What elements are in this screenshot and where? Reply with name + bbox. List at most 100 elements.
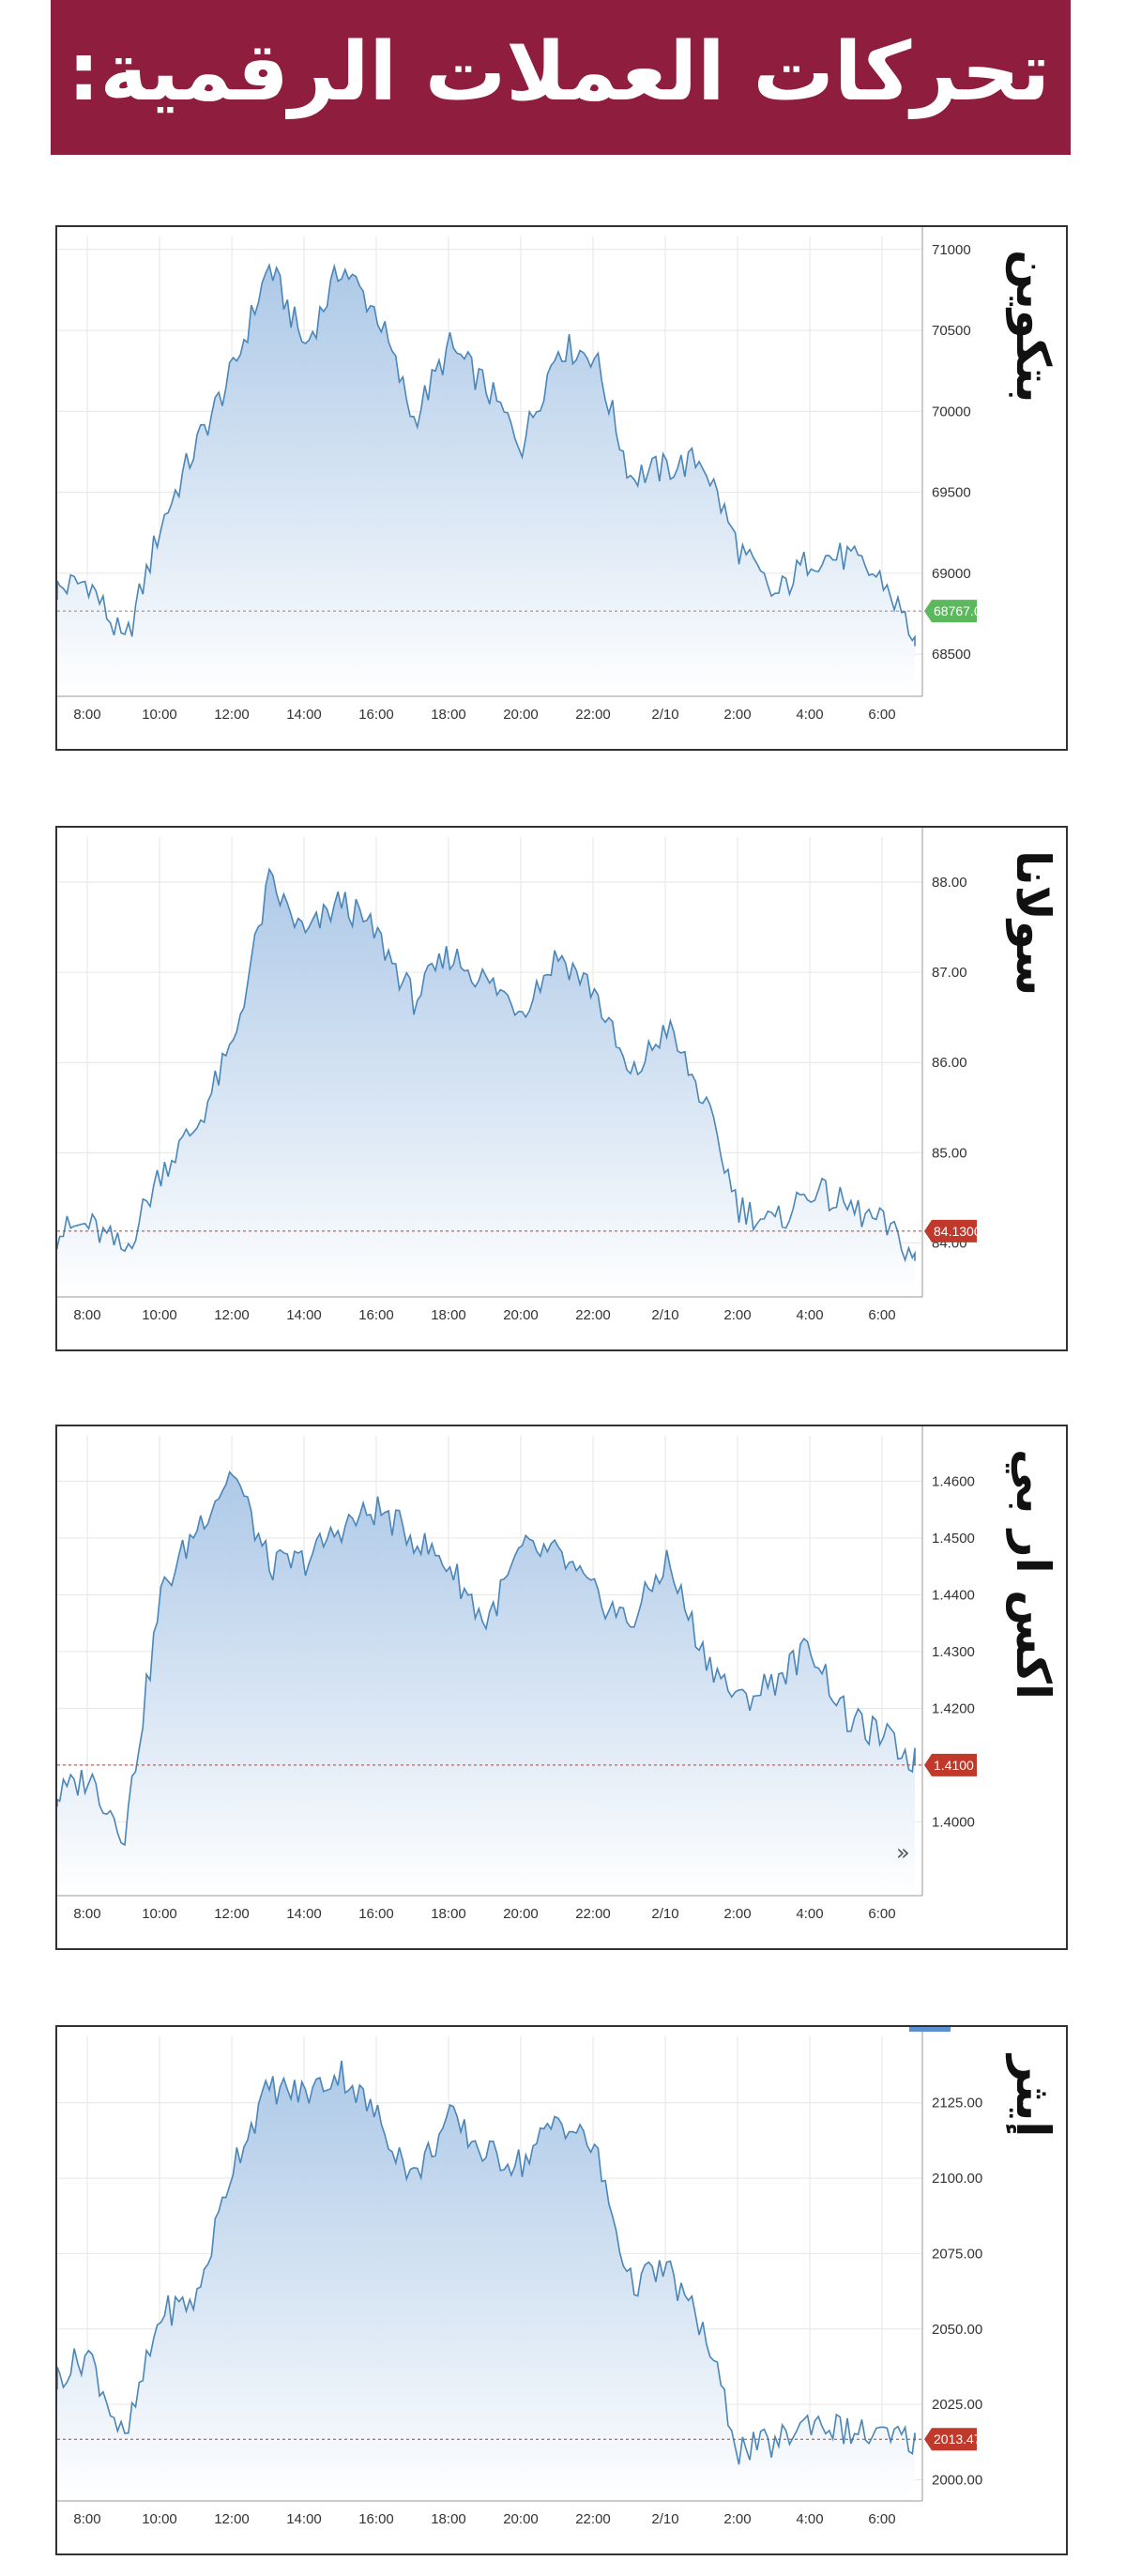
y-tick-label: 69000	[932, 566, 971, 582]
x-tick-label: 20:00	[503, 1906, 539, 1922]
x-tick-label: 18:00	[431, 1307, 466, 1323]
series-line	[57, 1470, 916, 1847]
x-tick-label: 2/10	[651, 1307, 678, 1323]
x-tick-label: 6:00	[868, 1906, 895, 1922]
x-tick-label: 12:00	[214, 707, 250, 723]
x-tick-label: 2:00	[723, 707, 751, 723]
x-tick-label: 10:00	[142, 2511, 177, 2527]
price-badge-shape	[924, 600, 977, 623]
x-tick-label: 4:00	[796, 2511, 823, 2527]
x-tick-label: 2/10	[651, 1906, 678, 1922]
y-tick-label: 87.00	[932, 965, 967, 981]
chart-panel-ether: 2125.00 2100.00 2075.00 2050.00 2025.00 2000.…	[55, 2025, 1068, 2555]
x-tick-label: 16:00	[358, 1307, 394, 1323]
x-tick-label: 10:00	[142, 1906, 177, 1922]
x-tick-label: 18:00	[431, 2511, 466, 2527]
y-tick-label: 88.00	[932, 875, 967, 891]
x-tick-label: 10:00	[142, 707, 177, 723]
page-title: تحركات العملات الرقمية:	[68, 25, 1050, 119]
y-tick-label: 68500	[932, 647, 971, 663]
y-tick-label: 70500	[932, 323, 971, 339]
chart-panel-bitcoin: 71000 70500 70000 69500 69000 68500 8:00 10:00 1…	[55, 225, 1068, 751]
xrp-chart: 1.4600 1.4500 1.4400 1.4300 1.4200 1.4100 1.40…	[57, 1426, 977, 1922]
y-tick-label: 1.4000	[932, 1814, 975, 1830]
area-fill	[57, 2061, 915, 2501]
area-fill	[57, 869, 915, 1297]
x-tick-label: 16:00	[358, 707, 394, 723]
current-price-value: 1.4100	[934, 1758, 974, 1773]
coin-name-ether: إيثر	[1006, 2055, 1060, 2138]
x-tick-label: 4:00	[796, 1906, 823, 1922]
y-tick-label: 2125.00	[932, 2096, 982, 2111]
x-tick-label: 2/10	[651, 707, 678, 723]
x-tick-label: 6:00	[868, 707, 895, 723]
y-tick-label: 2100.00	[932, 2171, 982, 2187]
x-tick-label: 4:00	[796, 1307, 823, 1323]
y-tick-label: 2000.00	[932, 2473, 982, 2489]
x-tick-label: 4:00	[796, 707, 823, 723]
coin-name-xrp: اكس ار بي	[1006, 1449, 1060, 1700]
blue-dash-marker-icon	[909, 2027, 951, 2032]
x-tick-label: 22:00	[575, 707, 611, 723]
series-line	[57, 263, 916, 647]
y-tick-label: 2025.00	[932, 2397, 982, 2413]
x-tick-label: 2:00	[723, 2511, 751, 2527]
coin-name-solana: سولانا	[1006, 850, 1060, 997]
x-tick-label: 22:00	[575, 1307, 611, 1323]
x-tick-label: 20:00	[503, 1307, 539, 1323]
series-line	[57, 867, 916, 1263]
chart-panel-xrp: 1.4600 1.4500 1.4400 1.4300 1.4200 1.4100 1.40…	[55, 1425, 1068, 1950]
x-tick-label: 20:00	[503, 2511, 539, 2527]
coin-name-bitcoin: بتكوين	[1006, 250, 1060, 404]
x-tick-label: 8:00	[73, 1906, 100, 1922]
price-badge-shape	[924, 1753, 977, 1776]
x-tick-label: 22:00	[575, 2511, 611, 2527]
price-badge-shape	[924, 1219, 977, 1242]
x-tick-label: 18:00	[431, 707, 466, 723]
x-tick-label: 16:00	[358, 2511, 394, 2527]
x-tick-label: 20:00	[503, 707, 539, 723]
x-tick-label: 14:00	[286, 2511, 322, 2527]
current-price-value: 84.1300	[934, 1224, 981, 1239]
double-chevron-right-icon[interactable]: »	[896, 1839, 910, 1866]
bitcoin-chart: 71000 70500 70000 69500 69000 68500 8:00 10:00 1…	[57, 227, 989, 723]
x-tick-label: 2/10	[651, 2511, 678, 2527]
x-tick-label: 14:00	[286, 1906, 322, 1922]
x-tick-label: 18:00	[431, 1906, 466, 1922]
x-tick-label: 2:00	[723, 1906, 751, 1922]
x-tick-label: 14:00	[286, 707, 322, 723]
x-tick-label: 6:00	[868, 1307, 895, 1323]
current-price-badge: 1.4100	[924, 1753, 977, 1776]
y-tick-label: 70000	[932, 404, 971, 419]
x-tick-label: 12:00	[214, 1307, 250, 1323]
x-tick-label: 8:00	[73, 1307, 100, 1323]
y-tick-label: 86.00	[932, 1055, 967, 1071]
current-price-value: 68767.00	[934, 603, 989, 618]
x-tick-label: 10:00	[142, 1307, 177, 1323]
y-tick-label: 71000	[932, 242, 971, 258]
x-tick-label: 14:00	[286, 1307, 322, 1323]
x-tick-label: 8:00	[73, 2511, 100, 2527]
price-badge-shape	[924, 2428, 977, 2451]
x-tick-label: 16:00	[358, 1906, 394, 1922]
x-tick-label: 12:00	[214, 1906, 250, 1922]
current-price-badge: 84.1300	[924, 1219, 981, 1242]
x-tick-label: 8:00	[73, 707, 100, 723]
x-tick-label: 6:00	[868, 2511, 895, 2527]
y-tick-label: 1.4300	[932, 1644, 975, 1660]
current-price-value: 2013.47	[934, 2431, 981, 2446]
x-tick-label: 2:00	[723, 1307, 751, 1323]
current-price-badge: 2013.47	[924, 2428, 981, 2451]
x-tick-label: 12:00	[214, 2511, 250, 2527]
series-line	[57, 2060, 916, 2465]
title-banner: تحركات العملات الرقمية:	[51, 0, 1071, 155]
chart-panel-solana: 88.00 87.00 86.00 85.00 84.00 8:00 10:00 12:00 1…	[55, 826, 1068, 1351]
y-tick-label: 1.4200	[932, 1700, 975, 1716]
y-tick-label: 1.4400	[932, 1587, 975, 1603]
y-tick-label: 1.4500	[932, 1531, 975, 1547]
current-price-badge: 68767.00	[924, 600, 989, 623]
y-tick-label: 2050.00	[932, 2322, 982, 2338]
y-tick-label: 69500	[932, 485, 971, 501]
area-fill	[57, 265, 915, 696]
